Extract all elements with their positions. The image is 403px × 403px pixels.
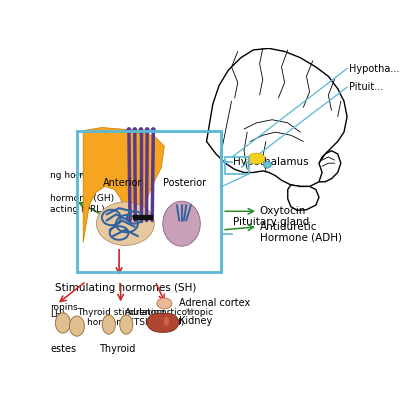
Ellipse shape xyxy=(102,315,115,334)
Polygon shape xyxy=(288,185,319,210)
Text: Thyroid: Thyroid xyxy=(99,344,136,354)
Ellipse shape xyxy=(163,201,200,246)
Ellipse shape xyxy=(157,298,172,309)
Text: Oxytocin: Oxytocin xyxy=(260,206,306,216)
Ellipse shape xyxy=(55,313,71,333)
Ellipse shape xyxy=(96,202,154,245)
Text: hormone (GH): hormone (GH) xyxy=(50,194,114,204)
Ellipse shape xyxy=(120,315,133,334)
Polygon shape xyxy=(319,151,341,182)
Polygon shape xyxy=(206,48,347,187)
Text: Hypotha...: Hypotha... xyxy=(349,64,399,73)
Text: Hormone (ADH): Hormone (ADH) xyxy=(260,233,342,243)
Ellipse shape xyxy=(127,128,131,133)
Bar xyxy=(225,157,249,174)
Ellipse shape xyxy=(133,128,137,133)
Text: Pituit...: Pituit... xyxy=(349,82,383,92)
Bar xyxy=(77,131,220,272)
Ellipse shape xyxy=(264,161,271,168)
Ellipse shape xyxy=(139,128,143,133)
Text: LH): LH) xyxy=(50,310,66,319)
Text: Anterior: Anterior xyxy=(102,179,142,188)
Text: Antiduretic: Antiduretic xyxy=(260,222,317,232)
Text: Adrenocorticotropic
(ACTH): Adrenocorticotropic (ACTH) xyxy=(125,308,214,328)
Text: Hypothalamus: Hypothalamus xyxy=(233,157,309,167)
Text: Stimulating hormones (SH): Stimulating hormones (SH) xyxy=(55,283,196,293)
Ellipse shape xyxy=(145,128,149,133)
Text: Thyroid stimulating
hormone (TSH): Thyroid stimulating hormone (TSH) xyxy=(77,308,165,328)
Ellipse shape xyxy=(69,316,84,336)
Text: acting (PRL): acting (PRL) xyxy=(50,205,105,214)
Text: ropins: ropins xyxy=(50,303,78,312)
Ellipse shape xyxy=(248,153,265,164)
Polygon shape xyxy=(83,127,164,242)
Text: estes: estes xyxy=(50,344,77,354)
Text: Posterior: Posterior xyxy=(163,179,206,188)
Text: ng hormones (RH): ng hormones (RH) xyxy=(50,171,133,180)
Ellipse shape xyxy=(164,317,169,326)
Text: Adrenal cortex: Adrenal cortex xyxy=(179,298,250,308)
Ellipse shape xyxy=(152,128,155,133)
Text: Kidney: Kidney xyxy=(179,316,212,326)
Polygon shape xyxy=(147,314,179,332)
Text: Pituitary gland: Pituitary gland xyxy=(233,217,310,227)
